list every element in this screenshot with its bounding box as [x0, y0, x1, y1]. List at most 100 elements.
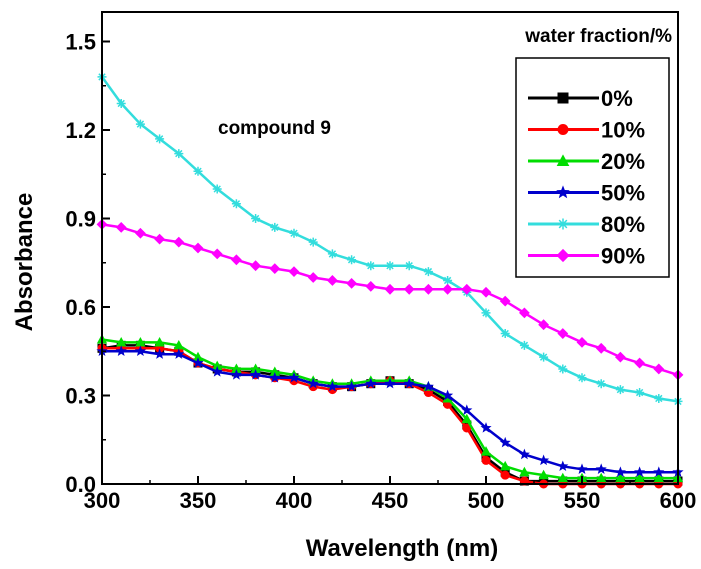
legend-label: 20%: [601, 149, 645, 174]
data-point-star: [614, 466, 626, 477]
x-tick-label: 500: [468, 488, 505, 513]
data-point-star: [307, 377, 319, 389]
data-point-asterisk: [404, 261, 414, 271]
data-point-star: [134, 345, 146, 356]
data-point-star: [250, 369, 262, 380]
data-point-triangle: [557, 472, 568, 483]
data-point-asterisk: [174, 149, 184, 159]
data-point-diamond: [538, 319, 549, 331]
data-point-star: [595, 463, 607, 474]
x-tick-label: 450: [372, 488, 409, 513]
data-point-star: [442, 389, 454, 401]
y-tick-label: 0.0: [65, 472, 96, 497]
data-point-diamond: [595, 342, 607, 354]
y-tick-label: 0.6: [65, 295, 96, 320]
data-point-asterisk: [251, 214, 261, 223]
legend-label: 10%: [601, 118, 645, 143]
series-4: [96, 345, 684, 477]
data-point-diamond: [442, 283, 453, 295]
legend-label: 80%: [601, 212, 645, 237]
data-point-triangle: [135, 337, 146, 347]
x-tick-label: 300: [84, 488, 121, 513]
data-point-asterisk: [385, 261, 395, 271]
data-point-star: [173, 348, 185, 359]
data-point-circle: [500, 470, 510, 480]
data-point-star: [346, 380, 358, 392]
data-point-star: [576, 463, 588, 474]
data-point-star: [269, 371, 281, 383]
data-point-asterisk: [289, 228, 299, 238]
series-1: [97, 340, 683, 486]
data-point-star: [422, 380, 434, 392]
data-point-triangle: [231, 363, 242, 373]
data-point-star: [499, 436, 511, 448]
data-point-triangle: [556, 154, 570, 166]
data-point-star: [653, 466, 665, 477]
data-point-diamond: [135, 227, 146, 239]
data-point-asterisk: [308, 237, 318, 247]
y-axis-title: Absorbance: [11, 193, 38, 332]
data-point-triangle: [653, 472, 664, 483]
data-point-diamond: [384, 283, 396, 295]
data-point-asterisk: [596, 379, 606, 389]
data-point-asterisk: [193, 166, 203, 176]
data-point-triangle: [480, 446, 492, 456]
data-point-triangle: [192, 351, 204, 362]
data-point-asterisk: [443, 275, 453, 285]
data-point-diamond: [556, 248, 570, 263]
data-point-diamond: [519, 307, 530, 319]
data-point-asterisk: [347, 255, 357, 265]
data-point-diamond: [327, 275, 338, 286]
x-tick-label: 350: [180, 488, 217, 513]
compound-annotation: compound 9: [218, 118, 331, 139]
data-point-star: [403, 377, 415, 389]
data-point-diamond: [576, 337, 588, 348]
data-point-diamond: [211, 248, 223, 260]
data-point-triangle: [461, 413, 472, 424]
data-point-star: [518, 448, 530, 460]
data-point-asterisk: [500, 329, 510, 339]
data-point-asterisk: [557, 218, 569, 230]
data-point-asterisk: [481, 308, 491, 318]
data-point-asterisk: [558, 364, 568, 374]
data-point-diamond: [557, 328, 569, 339]
data-point-star: [538, 454, 550, 466]
data-point-asterisk: [539, 352, 549, 362]
data-point-asterisk: [519, 340, 529, 350]
x-axis-title: Wavelength (nm): [306, 535, 498, 562]
data-point-diamond: [615, 351, 626, 363]
legend-label: 50%: [601, 181, 645, 206]
data-point-star: [192, 357, 204, 368]
legend-title: water fraction/%: [524, 26, 672, 47]
data-point-diamond: [653, 363, 665, 375]
data-point-diamond: [499, 295, 511, 307]
legend: 0% 10% 20% 50% 80% 90%: [515, 57, 670, 278]
data-point-star: [634, 466, 646, 477]
data-point-diamond: [231, 254, 242, 266]
x-tick-label: 400: [276, 488, 313, 513]
data-point-diamond: [250, 260, 261, 272]
data-point-diamond: [192, 242, 204, 254]
data-point-diamond: [115, 221, 127, 233]
data-point-diamond: [403, 283, 415, 295]
data-point-diamond: [154, 233, 165, 245]
data-point-asterisk: [135, 119, 145, 129]
data-point-star: [365, 377, 377, 389]
series-line: [102, 347, 678, 486]
data-point-triangle: [250, 363, 261, 373]
data-point-square: [557, 92, 569, 104]
data-point-triangle: [596, 472, 607, 483]
series-6: [96, 219, 684, 381]
data-point-diamond: [288, 266, 300, 277]
data-point-asterisk: [231, 199, 241, 209]
data-point-asterisk: [155, 134, 165, 144]
data-point-star: [230, 369, 242, 380]
data-point-asterisk: [327, 249, 337, 259]
data-point-triangle: [269, 366, 280, 376]
y-tick-label: 0.9: [65, 207, 96, 232]
data-point-diamond: [346, 278, 357, 289]
data-point-asterisk: [270, 222, 280, 232]
data-point-asterisk: [615, 385, 625, 395]
data-point-circle: [462, 423, 472, 433]
